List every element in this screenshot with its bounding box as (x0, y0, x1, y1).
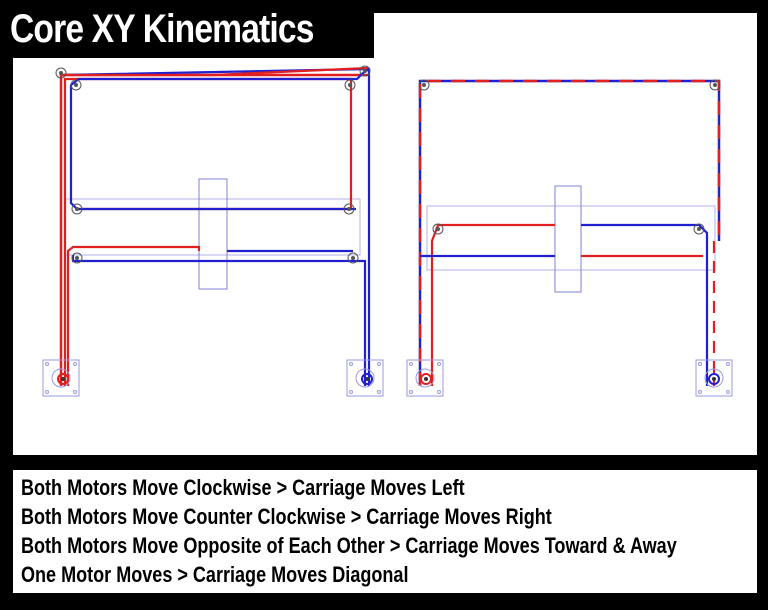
red-belt-cross (61, 66, 369, 77)
caption-line-4: One Motor Moves > Carriage Moves Diagona… (21, 562, 409, 587)
red-belt-lower (66, 245, 201, 386)
caption-box: Both Motors Move Clockwise > Carriage Mo… (13, 470, 757, 593)
blue-belt-right-lower (581, 223, 709, 386)
red-belt-frame (418, 79, 721, 386)
title-banner: Core XY Kinematics (0, 0, 374, 58)
diagram-panel (13, 13, 757, 455)
right-pulleys (418, 79, 721, 235)
left-motor-b (346, 359, 384, 397)
left-pulleys (55, 65, 371, 264)
page-title: Core XY Kinematics (10, 6, 314, 51)
blue-belt-lower (71, 255, 367, 386)
left-corexy-diagram (42, 65, 384, 397)
right-hbot-diagram (406, 79, 733, 397)
carriage-block-right (554, 185, 582, 293)
red-belt-left (59, 73, 368, 386)
right-motor-b (695, 359, 733, 397)
caption-line-3: Both Motors Move Opposite of Each Other … (21, 533, 677, 558)
gantry-rail-right (426, 205, 716, 271)
right-motor-a (406, 359, 444, 397)
blue-belt-inner (69, 68, 370, 211)
carriage-block (198, 178, 228, 290)
red-belt-inner (63, 77, 353, 386)
blue-belt-frame (418, 79, 721, 386)
red-belt-right-lower (430, 223, 555, 386)
blue-belt-left (60, 67, 371, 386)
corexy-diagrams (42, 65, 733, 397)
caption-line-1: Both Motors Move Clockwise > Carriage Mo… (21, 475, 465, 500)
left-motor-a (42, 359, 80, 397)
caption-line-2: Both Motors Move Counter Clockwise > Car… (21, 504, 552, 529)
